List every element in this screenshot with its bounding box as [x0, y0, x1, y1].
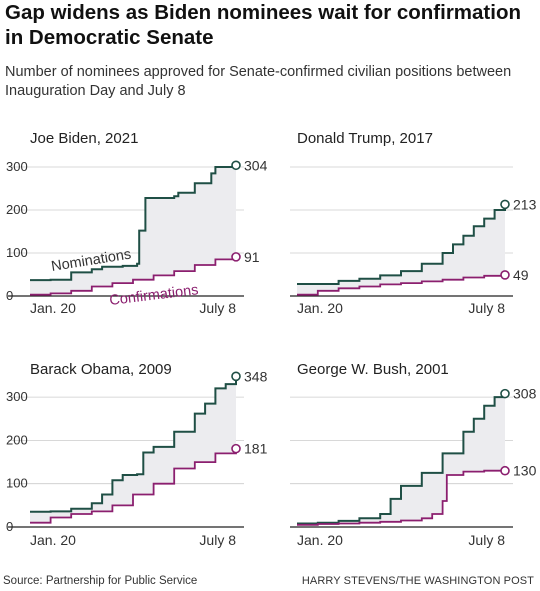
confirmations-end-label: 49	[513, 267, 529, 283]
nominations-line	[30, 376, 237, 513]
gap-area	[30, 165, 236, 295]
x-tick-label-start: Jan. 20	[297, 300, 343, 316]
confirmations-line	[297, 274, 506, 296]
confirmations-series-label: Confirmations	[109, 282, 200, 309]
confirmations-end-marker	[231, 252, 241, 262]
y-tick-label: 200	[6, 432, 28, 447]
y-tick-label: 100	[6, 476, 28, 491]
chart-title: Gap widens as Biden nominees wait for co…	[5, 1, 522, 49]
y-tick-label: 100	[6, 245, 28, 260]
confirmations-end-marker	[231, 443, 241, 454]
confirmations-end-label: 130	[513, 463, 537, 479]
nominations-line	[297, 393, 506, 525]
y-tick-label: 200	[6, 202, 28, 217]
x-tick-label-end: July 8	[468, 532, 505, 548]
confirmations-line	[297, 469, 505, 526]
x-tick-label-start: Jan. 20	[297, 532, 343, 548]
nominations-line	[297, 204, 506, 285]
nominations-end-label: 348	[244, 368, 268, 384]
nominations-end-marker	[500, 199, 510, 210]
y-tick-label: 300	[6, 159, 28, 174]
x-tick-label-end: July 8	[199, 532, 236, 548]
nominations-end-marker	[231, 371, 241, 382]
nominations-end-marker	[500, 388, 510, 399]
nominations-line	[30, 165, 237, 282]
gap-area	[297, 204, 505, 295]
confirmations-end-marker	[500, 465, 510, 476]
confirmations-end-label: 181	[244, 441, 268, 457]
x-tick-label-end: July 8	[468, 300, 505, 316]
source-note: Source: Partnership for Public Service	[3, 575, 198, 587]
nominations-end-marker	[231, 160, 241, 171]
nominations-end-label: 304	[244, 157, 268, 173]
confirmations-line	[30, 256, 237, 296]
panel-title-bush: George W. Bush, 2001	[297, 361, 449, 378]
panel-title-biden: Joe Biden, 2021	[30, 130, 139, 147]
chart-subtitle: Number of nominees approved for Senate-c…	[5, 64, 512, 99]
confirmations-end-marker	[500, 270, 510, 280]
nominations-end-label: 213	[513, 196, 537, 212]
panel-title-obama: Barack Obama, 2009	[30, 361, 172, 378]
gap-area	[297, 393, 505, 525]
x-tick-label-start: Jan. 20	[30, 532, 76, 548]
panel-title-trump: Donald Trump, 2017	[297, 130, 433, 147]
nominations-end-label: 308	[513, 386, 537, 402]
x-tick-label-end: July 8	[199, 300, 236, 316]
x-tick-label-start: Jan. 20	[30, 300, 76, 316]
y-tick-label: 300	[6, 389, 28, 404]
confirmations-end-label: 91	[244, 249, 260, 265]
confirmations-line	[30, 448, 237, 524]
credit-line: HARRY STEVENS/THE WASHINGTON POST	[301, 575, 534, 587]
